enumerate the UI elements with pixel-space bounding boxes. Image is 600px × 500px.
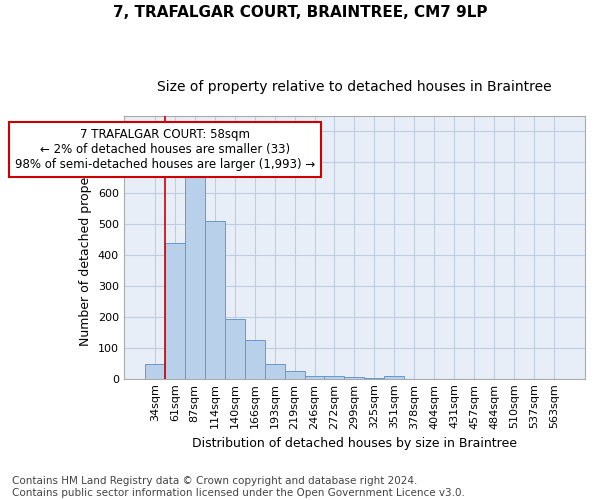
- X-axis label: Distribution of detached houses by size in Braintree: Distribution of detached houses by size …: [192, 437, 517, 450]
- Bar: [305, 376, 325, 378]
- Bar: [325, 376, 344, 378]
- Bar: [165, 244, 185, 378]
- Bar: [344, 377, 364, 378]
- Y-axis label: Number of detached properties: Number of detached properties: [79, 149, 92, 346]
- Text: Contains HM Land Registry data © Crown copyright and database right 2024.
Contai: Contains HM Land Registry data © Crown c…: [12, 476, 465, 498]
- Bar: [205, 221, 224, 378]
- Bar: [385, 376, 404, 378]
- Bar: [265, 364, 284, 378]
- Title: Size of property relative to detached houses in Braintree: Size of property relative to detached ho…: [157, 80, 552, 94]
- Bar: [145, 364, 165, 378]
- Bar: [284, 371, 305, 378]
- Bar: [245, 340, 265, 378]
- Bar: [185, 178, 205, 378]
- Bar: [224, 319, 245, 378]
- Text: 7, TRAFALGAR COURT, BRAINTREE, CM7 9LP: 7, TRAFALGAR COURT, BRAINTREE, CM7 9LP: [113, 5, 487, 20]
- Text: 7 TRAFALGAR COURT: 58sqm
← 2% of detached houses are smaller (33)
98% of semi-de: 7 TRAFALGAR COURT: 58sqm ← 2% of detache…: [14, 128, 315, 172]
